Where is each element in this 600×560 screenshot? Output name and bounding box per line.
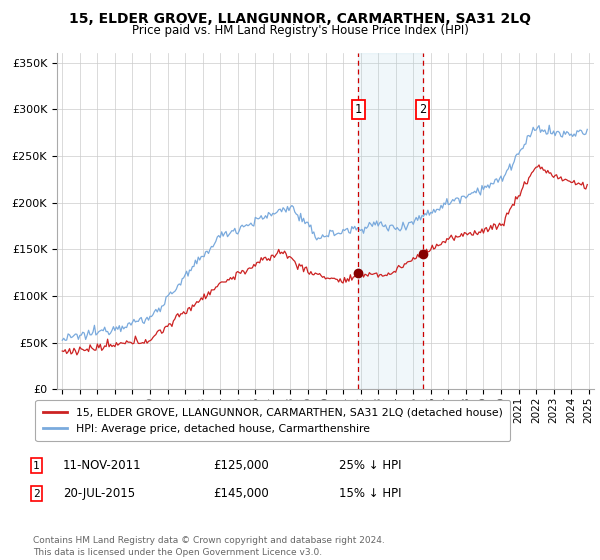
Bar — [358, 53, 423, 389]
Text: 2: 2 — [33, 489, 40, 499]
Text: £125,000: £125,000 — [213, 459, 269, 473]
Text: Contains HM Land Registry data © Crown copyright and database right 2024.
This d: Contains HM Land Registry data © Crown c… — [33, 536, 385, 557]
Text: 2: 2 — [419, 102, 427, 116]
Text: 20-JUL-2015: 20-JUL-2015 — [63, 487, 135, 501]
Text: £145,000: £145,000 — [213, 487, 269, 501]
Text: 11-NOV-2011: 11-NOV-2011 — [63, 459, 142, 473]
Text: 25% ↓ HPI: 25% ↓ HPI — [339, 459, 401, 473]
Text: Price paid vs. HM Land Registry's House Price Index (HPI): Price paid vs. HM Land Registry's House … — [131, 24, 469, 36]
Legend: 15, ELDER GROVE, LLANGUNNOR, CARMARTHEN, SA31 2LQ (detached house), HPI: Average: 15, ELDER GROVE, LLANGUNNOR, CARMARTHEN,… — [35, 400, 510, 441]
Text: 1: 1 — [355, 102, 362, 116]
Text: 15% ↓ HPI: 15% ↓ HPI — [339, 487, 401, 501]
Text: 15, ELDER GROVE, LLANGUNNOR, CARMARTHEN, SA31 2LQ: 15, ELDER GROVE, LLANGUNNOR, CARMARTHEN,… — [69, 12, 531, 26]
Text: 1: 1 — [33, 461, 40, 471]
